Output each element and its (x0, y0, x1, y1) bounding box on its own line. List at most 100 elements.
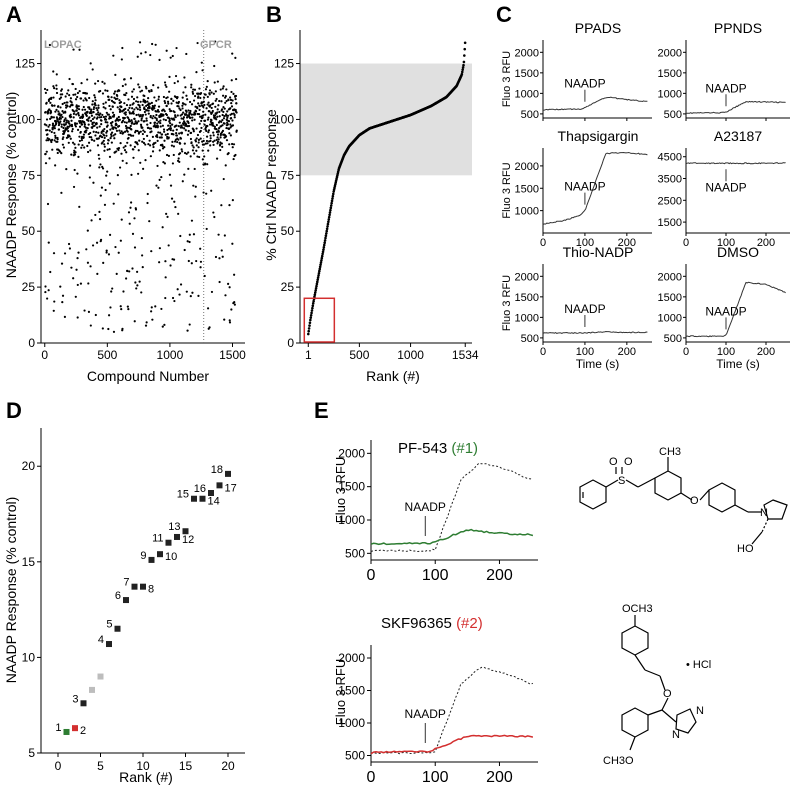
panel-a-point (136, 284, 139, 287)
panel-a-point (195, 71, 198, 74)
panel-a-point (221, 113, 224, 117)
panel-a-point (48, 43, 51, 47)
panel-a-point (58, 112, 61, 115)
panel-a-point (221, 118, 224, 122)
panel-a-point (186, 240, 189, 243)
panel-c-title: A23187 (714, 128, 762, 144)
panel-a-points (43, 40, 238, 333)
panel-a-point (45, 118, 49, 121)
panel-a-point (117, 251, 120, 254)
panel-a-point (55, 73, 58, 76)
panel-a-point (175, 134, 179, 137)
panel-a-point (196, 107, 199, 110)
panel-a-point (137, 113, 140, 116)
panel-a-point (230, 79, 233, 82)
panel-a-point (182, 117, 185, 121)
panel-a-point (44, 152, 47, 156)
panel-a-point (209, 104, 212, 107)
panel-a-point (98, 218, 102, 221)
panel-a-point (227, 120, 231, 123)
panel-a-point (92, 111, 95, 114)
panel-a-point (61, 301, 64, 304)
panel-a-point (225, 126, 228, 130)
panel-b-point (330, 199, 334, 203)
panel-a-point (188, 323, 191, 326)
panel-a-point (45, 150, 48, 153)
panel-a-point (105, 174, 108, 177)
panel-a-point (163, 323, 166, 326)
panel-a-point (233, 116, 236, 119)
panel-a-point (119, 101, 123, 104)
panel-a-point (168, 119, 171, 122)
panel-a-point (185, 110, 188, 114)
panel-a-point (116, 174, 119, 177)
panel-a-point (210, 189, 213, 192)
panel-b-point (307, 329, 311, 333)
panel-a-point (188, 233, 191, 236)
panel-a-point (167, 154, 171, 158)
panel-b-point (311, 304, 315, 308)
panel-a-xtick-label: 0 (41, 348, 48, 362)
panel-a-point (75, 122, 79, 125)
panel-a-point (128, 106, 131, 109)
panel-a-point (79, 282, 83, 285)
panel-a-point (216, 133, 220, 136)
panel-a-point (197, 141, 200, 144)
panel-a-point (231, 119, 234, 122)
panel-a-point (108, 104, 111, 108)
panel-b-point (313, 295, 316, 299)
panel-d-point (72, 725, 78, 732)
panel-a-point (234, 97, 237, 101)
panel-a-point (151, 42, 154, 46)
panel-a-point (108, 148, 111, 151)
panel-a-point (118, 166, 122, 169)
oxygen-atom-3: O (690, 495, 699, 507)
panel-b-point (327, 215, 331, 219)
panel-a-point (52, 116, 55, 119)
panel-a-point (185, 116, 189, 119)
panel-a-point (113, 90, 117, 93)
panel-a-point (230, 101, 233, 105)
panel-a-point (67, 120, 70, 123)
panel-c-ytick-label: 500 (664, 333, 682, 345)
panel-a-point (225, 139, 229, 142)
panel-a-point (80, 121, 83, 124)
panel-c-ytick-label: 1500 (658, 292, 682, 304)
panel-a-point (174, 116, 177, 119)
panel-a-point (151, 150, 155, 153)
panel-a-point (197, 138, 201, 141)
panel-a-point (176, 80, 180, 83)
panel-a-point (142, 167, 145, 170)
panel-a-point (59, 285, 62, 288)
panel-a-point (57, 110, 60, 113)
panel-a-point (205, 227, 208, 231)
panel-a-point (213, 139, 216, 142)
panel-a-point (167, 102, 170, 105)
panel-a-point (86, 229, 89, 232)
panel-a-point (183, 173, 186, 176)
panel-a-point (177, 138, 180, 141)
panel-a-point (97, 104, 100, 107)
panel-b-point (329, 204, 333, 207)
panel-a-point (88, 96, 91, 100)
panel-a-point (123, 149, 127, 152)
panel-a-point (87, 310, 91, 313)
panel-a-point (230, 105, 234, 108)
panel-e-naadp-label: NAADP (405, 500, 446, 514)
panel-a-point (173, 299, 176, 303)
panel-a-point (81, 144, 84, 147)
panel-a-point (143, 120, 146, 123)
panel-e-xtick-label: 100 (422, 567, 449, 584)
panel-a-point (223, 114, 226, 118)
panel-c-title: Thapsigargin (558, 128, 639, 144)
panel-a-point (203, 119, 207, 122)
panel-a-point (133, 320, 136, 323)
panel-a-point (124, 113, 127, 116)
panel-a-point (101, 327, 104, 330)
panel-a-point (104, 188, 107, 192)
panel-a-point (103, 82, 106, 85)
panel-a-point (223, 122, 226, 125)
panel-a-point (104, 115, 108, 118)
panel-b-point (309, 313, 313, 317)
panel-a-point (112, 115, 115, 118)
